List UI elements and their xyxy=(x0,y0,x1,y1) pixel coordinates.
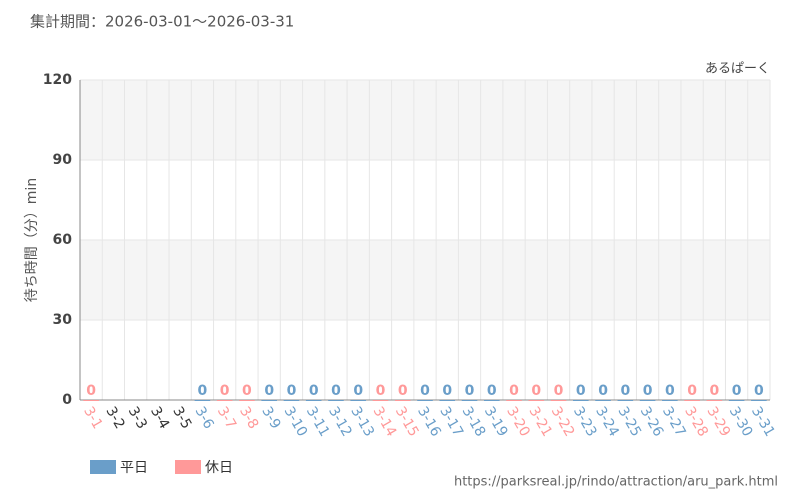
chart-subtitle: あるぱーく xyxy=(705,62,770,77)
bar xyxy=(239,400,255,401)
bar xyxy=(216,400,233,401)
data-label: 0 xyxy=(86,383,96,399)
bar xyxy=(506,400,522,401)
bar xyxy=(439,400,456,401)
bar xyxy=(751,400,767,401)
bar xyxy=(728,400,745,401)
data-label: 0 xyxy=(442,383,452,399)
data-label: 0 xyxy=(732,383,742,399)
data-label: 0 xyxy=(309,383,319,399)
bar xyxy=(550,400,567,401)
y-tick-label: 120 xyxy=(43,72,72,88)
y-axis-label: 待ち時間（分）min xyxy=(24,178,40,302)
y-tick-label: 90 xyxy=(53,152,73,168)
bar xyxy=(617,400,634,401)
bar xyxy=(194,400,211,401)
x-tick-label: 3-6 xyxy=(191,404,216,432)
data-label: 0 xyxy=(665,383,675,399)
legend-swatch xyxy=(90,460,116,474)
legend-label: 平日 xyxy=(120,460,148,476)
source-url: https://parksreal.jp/rindo/attraction/ar… xyxy=(454,475,778,490)
data-label: 0 xyxy=(554,383,564,399)
plot-band xyxy=(80,80,770,160)
data-label: 0 xyxy=(643,383,653,399)
x-tick-label: 3-7 xyxy=(214,404,239,432)
data-label: 0 xyxy=(598,383,608,399)
bar xyxy=(528,400,545,401)
data-label: 0 xyxy=(264,383,274,399)
x-tick-label: 3-5 xyxy=(169,404,194,432)
x-tick-label: 3-31 xyxy=(748,404,778,440)
legend-label: 休日 xyxy=(205,460,233,476)
bar xyxy=(394,400,411,401)
data-label: 0 xyxy=(353,383,363,399)
data-label: 0 xyxy=(376,383,386,399)
bar xyxy=(305,400,322,401)
data-label: 0 xyxy=(465,383,475,399)
data-label: 0 xyxy=(420,383,430,399)
data-label: 0 xyxy=(687,383,697,399)
data-label: 0 xyxy=(487,383,497,399)
bar xyxy=(573,400,589,401)
y-tick-label: 60 xyxy=(53,232,73,248)
bar xyxy=(662,400,678,401)
bar xyxy=(639,400,656,401)
data-label: 0 xyxy=(331,383,341,399)
data-label: 0 xyxy=(198,383,208,399)
data-label: 0 xyxy=(754,383,764,399)
bar xyxy=(417,400,433,401)
bar xyxy=(83,400,99,401)
y-tick-label: 30 xyxy=(53,312,73,328)
data-label: 0 xyxy=(531,383,541,399)
x-tick-label: 3-1 xyxy=(80,404,105,432)
bar xyxy=(706,400,723,401)
data-label: 0 xyxy=(242,383,252,399)
bar xyxy=(461,400,478,401)
data-label: 0 xyxy=(287,383,297,399)
x-tick-label: 3-9 xyxy=(258,404,283,432)
x-tick-label: 3-4 xyxy=(147,404,172,432)
chart-title: 集計期間：2026-03-01～2026-03-31 xyxy=(30,13,294,31)
plot-band xyxy=(80,240,770,320)
bar xyxy=(483,400,500,401)
data-label: 0 xyxy=(220,383,230,399)
data-label: 0 xyxy=(620,383,630,399)
data-label: 0 xyxy=(509,383,519,399)
data-label: 0 xyxy=(709,383,719,399)
x-tick-label: 3-2 xyxy=(102,404,127,432)
data-label: 0 xyxy=(576,383,586,399)
legend-swatch xyxy=(175,460,201,474)
x-tick-label: 3-3 xyxy=(125,404,150,432)
bar xyxy=(261,400,277,401)
bar xyxy=(350,400,367,401)
data-label: 0 xyxy=(398,383,408,399)
bar xyxy=(283,400,300,401)
bar xyxy=(372,400,389,401)
y-tick-label: 0 xyxy=(62,392,72,408)
bar xyxy=(328,400,344,401)
bar xyxy=(684,400,700,401)
x-tick-label: 3-8 xyxy=(236,404,261,432)
bar xyxy=(595,400,611,401)
